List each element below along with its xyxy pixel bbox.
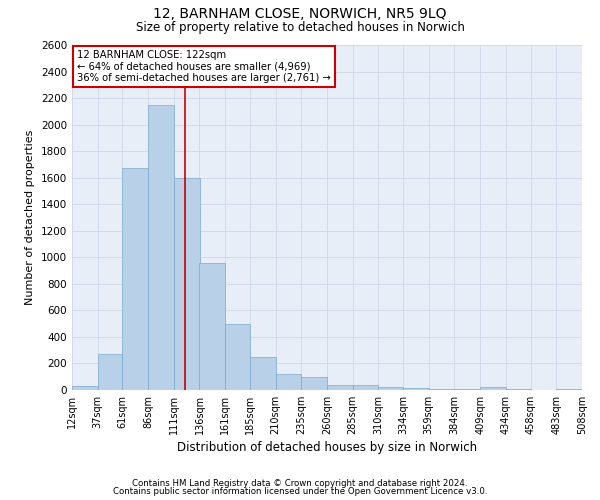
Text: 12, BARNHAM CLOSE, NORWICH, NR5 9LQ: 12, BARNHAM CLOSE, NORWICH, NR5 9LQ [153,8,447,22]
Text: Contains public sector information licensed under the Open Government Licence v3: Contains public sector information licen… [113,487,487,496]
Text: Size of property relative to detached houses in Norwich: Size of property relative to detached ho… [136,21,464,34]
Bar [480,388,506,390]
Bar [379,388,403,390]
Bar [72,386,98,390]
Bar [327,384,353,390]
Text: 12 BARNHAM CLOSE: 122sqm
← 64% of detached houses are smaller (4,969)
36% of sem: 12 BARNHAM CLOSE: 122sqm ← 64% of detach… [77,50,331,84]
Text: Contains HM Land Registry data © Crown copyright and database right 2024.: Contains HM Land Registry data © Crown c… [132,478,468,488]
Bar [148,104,174,390]
Bar [225,324,250,390]
Bar [403,388,429,390]
Bar [122,168,148,390]
Bar [556,388,582,390]
Bar [199,262,225,390]
Bar [98,354,122,390]
Bar [250,358,275,390]
Bar [429,389,455,390]
Bar [174,178,199,390]
Y-axis label: Number of detached properties: Number of detached properties [25,130,35,305]
Bar [353,386,379,390]
X-axis label: Distribution of detached houses by size in Norwich: Distribution of detached houses by size … [177,441,477,454]
Bar [301,378,327,390]
Bar [275,374,301,390]
